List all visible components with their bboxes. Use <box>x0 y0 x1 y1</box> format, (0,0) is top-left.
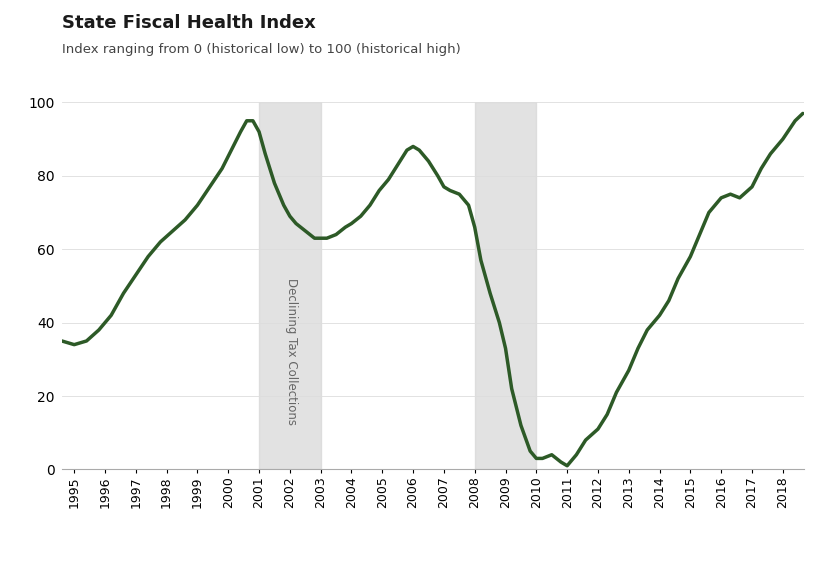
Bar <box>474 102 536 469</box>
Bar <box>259 102 321 469</box>
Text: Declining Tax Collections: Declining Tax Collections <box>285 278 298 426</box>
Text: State Fiscal Health Index: State Fiscal Health Index <box>62 14 316 32</box>
Text: Index ranging from 0 (historical low) to 100 (historical high): Index ranging from 0 (historical low) to… <box>62 43 460 56</box>
